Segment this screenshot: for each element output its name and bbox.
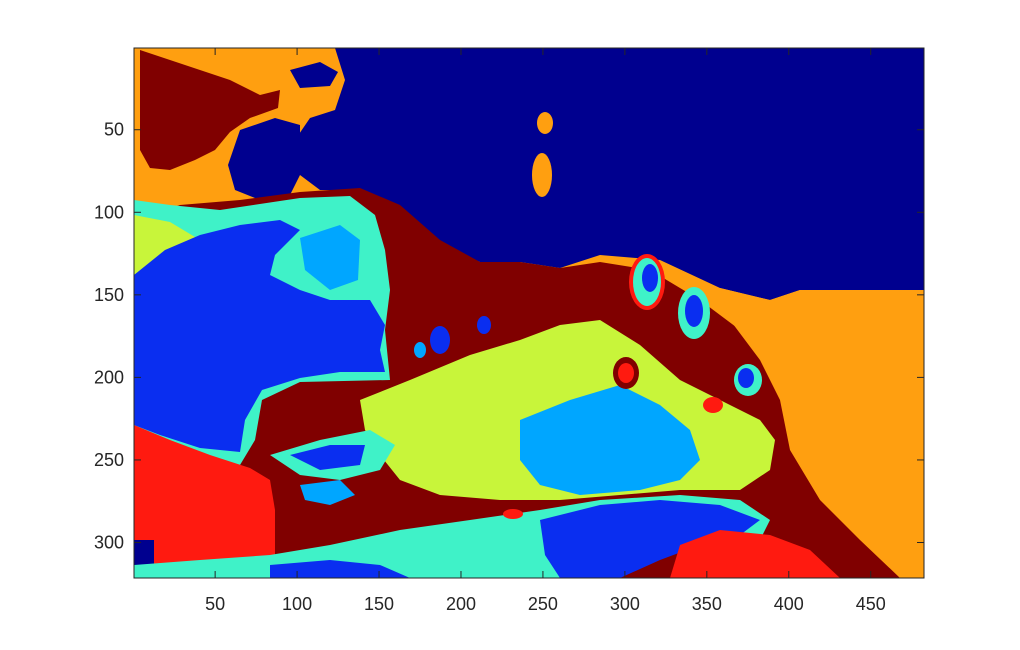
y-tick-label: 200 — [94, 367, 124, 387]
x-tick-label: 100 — [282, 594, 312, 614]
x-tick-label: 50 — [205, 594, 225, 614]
x-tick-label: 300 — [610, 594, 640, 614]
y-tick-label: 100 — [94, 202, 124, 222]
x-tick-label: 400 — [774, 594, 804, 614]
x-tick-label: 350 — [692, 594, 722, 614]
x-tick-label: 250 — [528, 594, 558, 614]
x-axis-ticks: 50 100 150 200 250 300 350 400 450 — [205, 48, 886, 614]
y-tick-label: 250 — [94, 450, 124, 470]
y-tick-label: 150 — [94, 285, 124, 305]
x-tick-label: 200 — [446, 594, 476, 614]
y-axis-ticks: 50 100 150 200 250 300 — [94, 120, 924, 553]
segmentation-map-image — [134, 48, 924, 578]
axes-frame — [133, 47, 925, 579]
x-tick-label: 450 — [856, 594, 886, 614]
y-tick-label: 50 — [104, 120, 124, 140]
y-tick-label: 300 — [94, 533, 124, 553]
x-tick-label: 150 — [364, 594, 394, 614]
